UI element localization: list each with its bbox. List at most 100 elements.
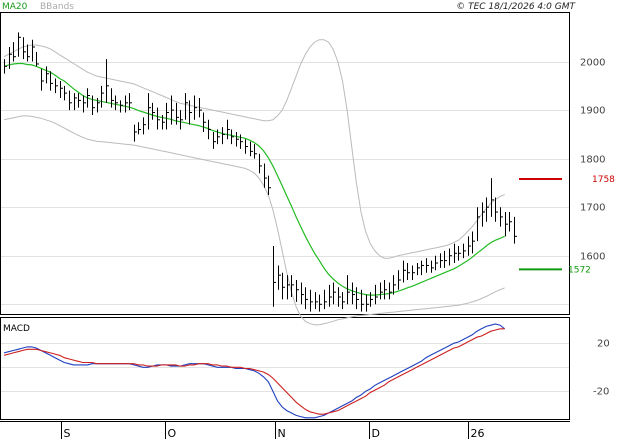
candle bbox=[60, 80, 63, 98]
candle bbox=[50, 71, 53, 91]
candle bbox=[273, 246, 276, 307]
candle bbox=[143, 117, 146, 135]
candle bbox=[342, 292, 345, 310]
candle bbox=[231, 129, 234, 145]
candle bbox=[203, 112, 206, 132]
candle bbox=[23, 37, 26, 60]
candle bbox=[398, 270, 401, 290]
candle bbox=[111, 88, 114, 108]
macd-title: MACD bbox=[3, 324, 30, 334]
candle bbox=[319, 294, 322, 312]
x-axis-ticks: S O N D 26 bbox=[61, 421, 485, 440]
candle bbox=[64, 85, 67, 101]
candle bbox=[240, 134, 243, 149]
candle bbox=[129, 93, 132, 111]
candle bbox=[101, 85, 104, 108]
candle bbox=[412, 265, 415, 281]
series-line-signal bbox=[3, 328, 505, 415]
candle bbox=[426, 258, 429, 273]
macd-y-tick-label: -20 bbox=[593, 387, 609, 398]
candle bbox=[509, 212, 512, 232]
candle bbox=[268, 175, 271, 196]
candle bbox=[440, 253, 443, 268]
x-tick-label: O bbox=[168, 427, 177, 440]
price-y-ticks: 2000 1900 1800 1700 1600 bbox=[580, 58, 605, 263]
candle bbox=[305, 287, 308, 310]
candle bbox=[296, 280, 299, 302]
candle bbox=[106, 59, 109, 103]
candle bbox=[213, 131, 216, 149]
candle bbox=[393, 275, 396, 295]
candle bbox=[217, 129, 220, 145]
candle bbox=[125, 95, 128, 113]
candle bbox=[32, 39, 35, 62]
candle bbox=[180, 110, 183, 130]
price-y-tick-label: 2000 bbox=[580, 58, 605, 69]
candle bbox=[301, 282, 304, 305]
candle bbox=[78, 93, 81, 108]
candle bbox=[152, 102, 155, 120]
candle bbox=[97, 97, 100, 113]
candle bbox=[134, 124, 137, 142]
candle bbox=[13, 42, 16, 62]
candle bbox=[472, 231, 475, 254]
candle bbox=[189, 100, 192, 125]
x-tick-label: N bbox=[278, 427, 286, 440]
price-y-tick-label: 1800 bbox=[580, 155, 605, 166]
candle bbox=[454, 243, 457, 264]
candle bbox=[380, 282, 383, 300]
candle bbox=[417, 263, 420, 276]
candle bbox=[370, 292, 373, 307]
candle bbox=[18, 32, 21, 57]
candle bbox=[171, 95, 174, 125]
candle bbox=[403, 260, 406, 283]
candle bbox=[115, 95, 118, 111]
candle bbox=[338, 287, 341, 307]
macd-y-tick-label: 20 bbox=[597, 339, 610, 350]
candle bbox=[227, 119, 230, 140]
candle bbox=[431, 260, 434, 273]
candle bbox=[245, 139, 248, 154]
price-gridlines bbox=[1, 62, 569, 305]
candle bbox=[185, 93, 188, 120]
candle bbox=[259, 153, 262, 174]
candle bbox=[278, 265, 281, 290]
x-tick-label: S bbox=[64, 427, 71, 440]
price-y-tick-label: 1600 bbox=[580, 252, 605, 263]
candle bbox=[264, 163, 267, 188]
candle bbox=[41, 68, 44, 91]
price-y-tick-label: 1700 bbox=[580, 203, 605, 214]
candle bbox=[449, 248, 452, 266]
candle bbox=[486, 197, 489, 222]
candle bbox=[36, 51, 39, 67]
candle bbox=[92, 95, 95, 115]
price-panel bbox=[0, 12, 570, 315]
candle bbox=[435, 255, 438, 271]
candle bbox=[9, 46, 12, 69]
macd-gridlines bbox=[1, 343, 569, 392]
candle bbox=[463, 243, 466, 259]
candle bbox=[356, 287, 359, 310]
copyright-text: © TEC 18/1/2026 4:0 GMT bbox=[456, 2, 576, 12]
legend-ma20: MA20 bbox=[2, 2, 28, 12]
candle bbox=[333, 282, 336, 305]
candle bbox=[166, 102, 169, 130]
x-tick-label: D bbox=[372, 427, 380, 440]
candle bbox=[138, 122, 141, 135]
candle bbox=[389, 282, 392, 300]
candle bbox=[477, 207, 480, 242]
candle bbox=[194, 95, 197, 120]
candle bbox=[315, 292, 318, 310]
price-candles bbox=[4, 32, 517, 312]
candle bbox=[176, 102, 179, 125]
candle bbox=[421, 260, 424, 276]
macd-y-ticks: 20 -20 bbox=[593, 339, 610, 398]
candle bbox=[491, 178, 494, 217]
candle bbox=[482, 202, 485, 227]
candle bbox=[208, 119, 211, 140]
candle bbox=[120, 100, 123, 113]
candle bbox=[46, 66, 49, 84]
price-y-tick-label: 1900 bbox=[580, 106, 605, 117]
legend-bbands: BBands bbox=[40, 2, 74, 12]
macd-lines bbox=[3, 323, 506, 419]
